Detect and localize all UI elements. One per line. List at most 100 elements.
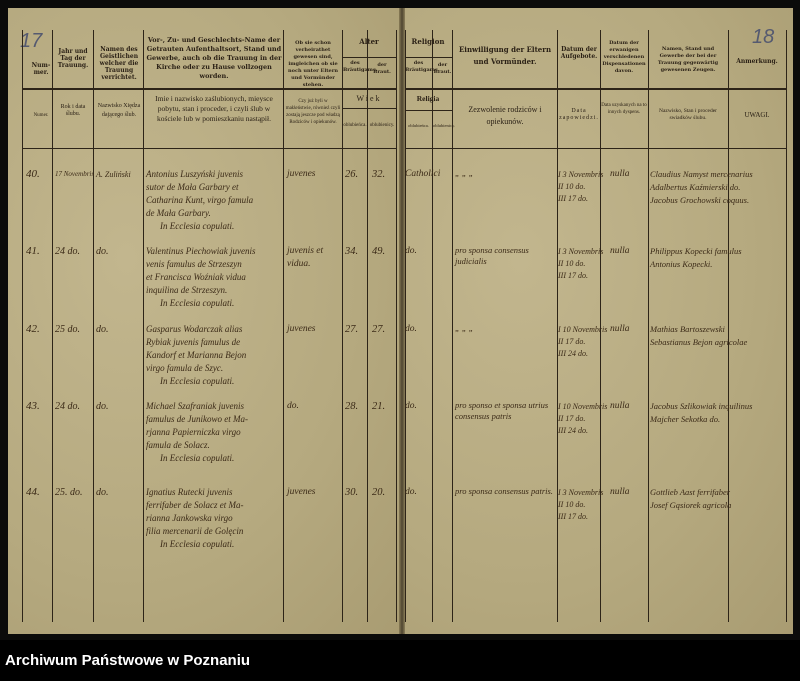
entry-date: 17 Novembris — [55, 170, 95, 178]
column-rule — [405, 30, 407, 622]
header-de-names: Vor-, Zu- und Geschlechts-Name der Getra… — [146, 36, 282, 80]
page-number-left: 17 — [20, 30, 43, 52]
row-rule — [405, 148, 786, 149]
entry-witness: Mathias Bartoszewski — [650, 324, 725, 334]
entry-status: juvenes — [287, 324, 316, 334]
entry-banns: III 17 do. — [558, 194, 588, 203]
column-rule — [786, 30, 788, 622]
row-rule — [405, 110, 452, 111]
entry-age-groom: 28. — [345, 401, 359, 412]
header-de-witnesses: Namen, Stand und Gewerbe der bei der Tra… — [657, 46, 719, 73]
header-de-alter: Alter — [359, 37, 379, 46]
entry-date: 25 do. — [55, 324, 80, 335]
entry-names-line: Kandorf et Marianna Bejon — [146, 350, 247, 360]
column-rule — [342, 30, 344, 622]
entry-religion: do. — [405, 246, 417, 256]
entry-banns: II 17 do. — [558, 337, 586, 346]
right-page — [403, 8, 793, 634]
row-rule — [405, 88, 786, 90]
header-pl-wiek-bride: oblubienicy. — [369, 123, 395, 128]
column-rule — [367, 30, 369, 622]
column-rule — [557, 30, 559, 622]
entry-names-line: virgo famula de Szyc. — [146, 363, 224, 373]
entry-number: 43. — [26, 400, 40, 412]
header-pl-dispens: Data uzyskanych na to innych dyspens. — [601, 103, 647, 115]
row-rule — [405, 57, 452, 58]
column-rule — [283, 30, 285, 622]
header-pl-names: Imie i nazwisko zaślubionych, mieysce po… — [155, 94, 273, 123]
column-rule — [143, 30, 145, 622]
entry-banns: I 10 Novembris — [558, 402, 608, 411]
row-rule — [342, 57, 396, 58]
header-pl-remarks: UWAGI. — [744, 111, 770, 119]
header-pl-consent: Zezwolenie rodziców i opiekunów. — [468, 105, 542, 126]
entry-priest: do. — [96, 324, 109, 335]
entry-priest: do. — [96, 246, 109, 257]
row-rule — [22, 88, 396, 90]
entry-dispens: nulla — [610, 324, 630, 334]
header-de-religion: Religion — [411, 37, 445, 46]
entry-consent: pro sponsa consensus patris. — [455, 486, 553, 496]
entry-names-line: In Ecclesia copulati. — [160, 298, 235, 308]
entry-names-line: famula de Solacz. — [146, 440, 210, 450]
entry-age-groom: 26. — [345, 169, 359, 180]
entry-banns: II 10 do. — [558, 182, 586, 191]
header-pl-wiek: Wiek — [356, 94, 382, 103]
entry-number: 41. — [26, 245, 40, 257]
header-de-priest: Namen des Geistlichen welcher die Trauun… — [99, 46, 139, 81]
left-page — [8, 8, 402, 634]
entry-names-line: Michael Szafraniak juvenis — [146, 401, 244, 411]
column-rule — [22, 30, 24, 622]
entry-names-line: In Ecclesia copulati. — [160, 453, 235, 463]
entry-names-line: Rybiak juvenis famulus de — [146, 337, 241, 347]
entry-age-groom: 34. — [345, 246, 359, 257]
entry-witness: Claudius Namyst mercenarius — [650, 169, 753, 179]
entry-banns: III 17 do. — [558, 512, 588, 521]
entry-names-line: Catharina Kunt, virgo famula — [146, 195, 254, 205]
entry-banns: I 10 Novembris — [558, 325, 608, 334]
entry-number: 42. — [26, 323, 40, 335]
entry-names-line: et Francisca Woźniak vidua — [146, 272, 246, 282]
row-rule — [342, 108, 396, 109]
header-pl-guardian: Czy już byli w małżeństwie, równieź czyl… — [285, 99, 341, 125]
header-de-jahr: Jahr und Tag der Trauung. — [57, 48, 89, 69]
entry-age-groom: 30. — [345, 487, 359, 498]
entry-banns: I 3 Novembris — [558, 488, 604, 497]
entry-names-line: Valentinus Piechowiak juvenis — [146, 246, 256, 256]
header-de-alter-bride: der Braut. — [373, 62, 391, 75]
header-de-banns: Datum der Aufgebote. — [560, 46, 598, 60]
column-rule — [648, 30, 650, 622]
entry-names-line: inquilina de Strzeszyn. — [146, 285, 228, 295]
header-pl-rel-bride: oblubienicy. — [433, 123, 456, 128]
entry-age-bride: 49. — [372, 246, 386, 257]
entry-witness: Sebastianus Bejon agricolae — [650, 337, 748, 347]
archive-footer: Archiwum Państwowe w Poznaniu — [0, 640, 800, 681]
entry-names-line: rianna Jankowska virgo — [146, 513, 233, 523]
header-pl-wiek-groom: oblubieńca. — [343, 123, 367, 128]
entry-number: 40. — [26, 168, 40, 180]
entry-names-line: sutor de Mała Garbary et — [146, 182, 239, 192]
header-pl-religia: Religia — [416, 94, 440, 103]
column-rule — [396, 30, 398, 622]
entry-names-line: In Ecclesia copulati. — [160, 539, 235, 549]
column-rule — [93, 30, 95, 622]
entry-number: 44. — [26, 486, 40, 498]
entry-witness: Josef Gąsiorek agricola — [650, 500, 732, 510]
header-de-remarks: Anmerkung. — [736, 58, 778, 65]
entry-names-line: rjanna Papierniczka virgo — [146, 427, 241, 437]
entry-dispens: nulla — [610, 169, 630, 179]
entry-age-bride: 20. — [372, 487, 386, 498]
entry-witness: Adalbertus Kaźmierski do. — [650, 182, 741, 192]
page-number-right: 18 — [752, 26, 775, 48]
entry-age-bride: 21. — [372, 401, 386, 412]
header-de-guardian: Ob sie schon verheirathet gewesen sind, … — [288, 40, 338, 88]
header-pl-nr: Numer. — [33, 113, 49, 118]
entry-banns: III 24 do. — [558, 426, 588, 435]
entry-dispens: nulla — [610, 401, 630, 411]
entry-age-groom: 27. — [345, 324, 359, 335]
entry-date: 25. do. — [55, 487, 83, 498]
entry-age-bride: 27. — [372, 324, 386, 335]
header-pl-rel-groom: oblubieńca. — [408, 123, 429, 128]
entry-witness: Antonius Kopecki. — [650, 259, 713, 269]
header-pl-priest: Nazwisko Xiędza dającego ślub. — [97, 103, 141, 118]
